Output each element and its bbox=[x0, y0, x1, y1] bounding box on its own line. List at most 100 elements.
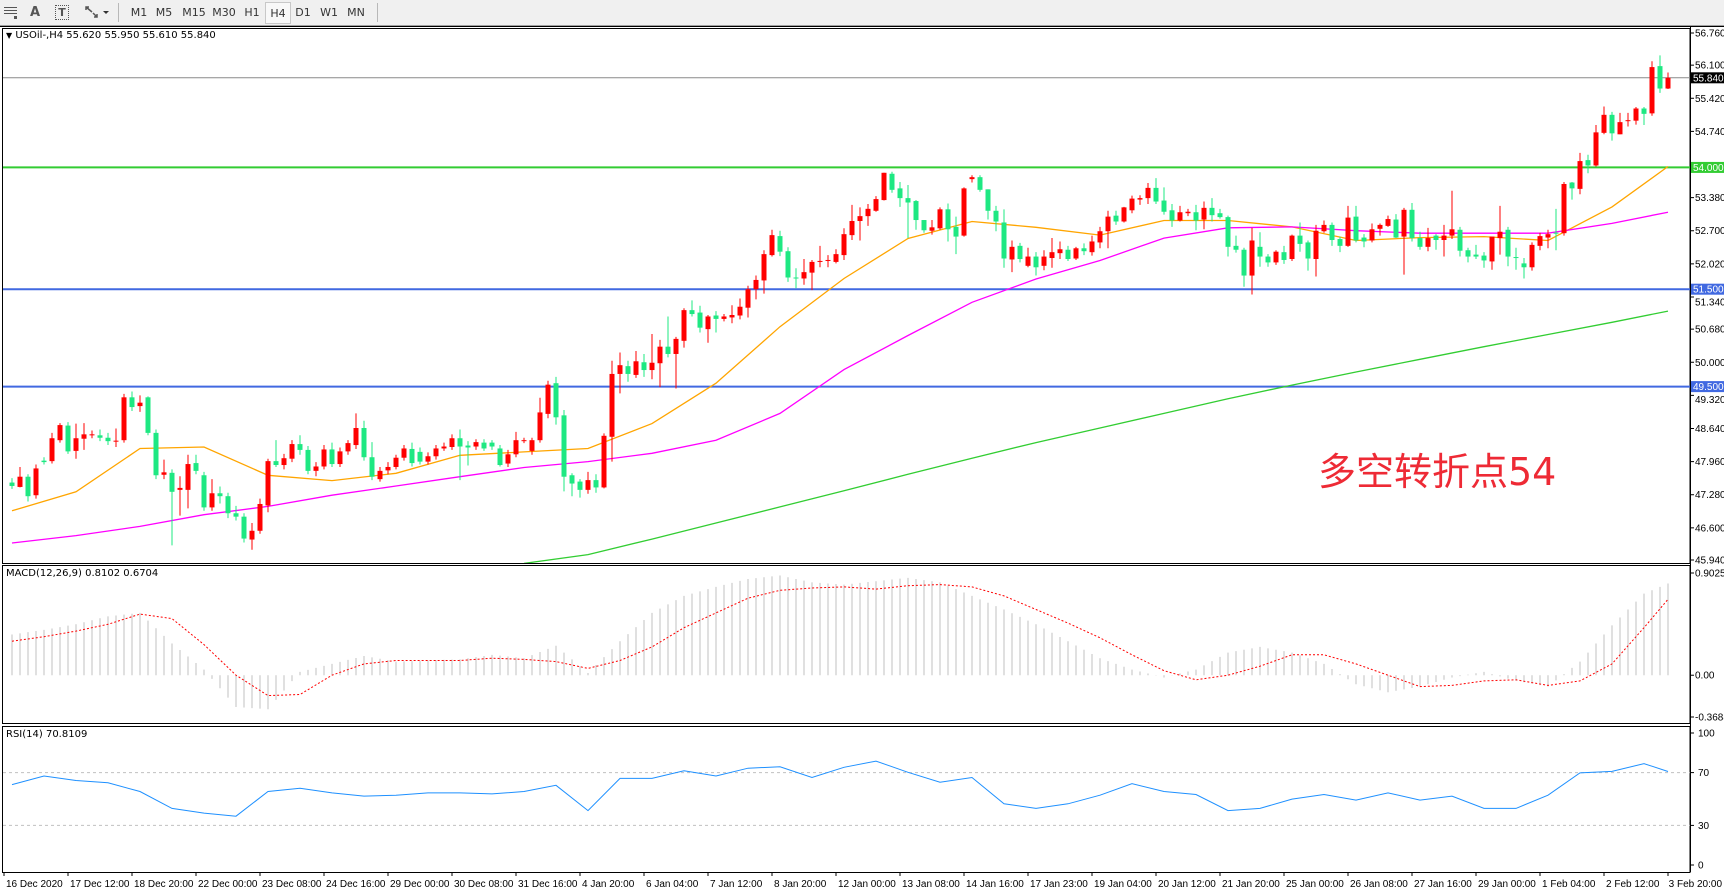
time-axis-label: 14 Jan 16:00 bbox=[966, 879, 1024, 890]
candle-body bbox=[713, 315, 719, 319]
candle bbox=[921, 220, 927, 233]
candle-body bbox=[521, 440, 527, 442]
time-axis-label: 17 Dec 12:00 bbox=[70, 879, 130, 890]
candle-body bbox=[1033, 256, 1039, 268]
text-label-icon[interactable]: T bbox=[53, 2, 71, 22]
candle-body bbox=[57, 425, 63, 441]
rsi-panel bbox=[3, 760, 1690, 826]
candle-body bbox=[1561, 183, 1567, 234]
candle bbox=[153, 429, 159, 480]
candle bbox=[641, 353, 647, 377]
timeframe-button-m30[interactable]: M30 bbox=[212, 5, 236, 19]
candle-body bbox=[1449, 229, 1455, 236]
candle bbox=[729, 305, 735, 324]
candle-body bbox=[513, 440, 519, 455]
arrows-icon[interactable] bbox=[82, 2, 112, 22]
candle-body bbox=[129, 397, 135, 408]
candle-body bbox=[897, 188, 903, 199]
candle bbox=[441, 442, 447, 451]
price-axis-label: 46.600 bbox=[1695, 523, 1724, 534]
candle bbox=[689, 300, 695, 317]
candle-body bbox=[393, 457, 399, 467]
candle-body bbox=[1585, 160, 1591, 166]
candle-body bbox=[1265, 256, 1271, 263]
candle-body bbox=[233, 513, 239, 517]
candle-body bbox=[889, 173, 895, 190]
timeframe-button-w1[interactable]: W1 bbox=[320, 5, 338, 19]
timeframe-button-m15[interactable]: M15 bbox=[182, 5, 206, 19]
timeframe-button-m1[interactable]: M1 bbox=[130, 5, 148, 19]
candle-body bbox=[777, 236, 783, 252]
candle bbox=[1497, 205, 1503, 255]
timeframe-button-h4[interactable]: H4 bbox=[265, 2, 291, 24]
candle bbox=[1217, 208, 1223, 219]
candle bbox=[241, 513, 247, 543]
candle bbox=[1289, 234, 1295, 261]
candle bbox=[1537, 232, 1543, 251]
candle bbox=[137, 395, 143, 412]
candle bbox=[225, 492, 231, 519]
candle bbox=[793, 268, 799, 289]
candle bbox=[529, 437, 535, 455]
candle-body bbox=[1057, 249, 1063, 254]
candle bbox=[1385, 215, 1391, 227]
macd-panel-border bbox=[2, 565, 1691, 724]
candle-body bbox=[633, 361, 639, 375]
candle bbox=[1177, 205, 1183, 222]
price-axis-label: 56.760 bbox=[1695, 29, 1724, 40]
timeframe-button-h1[interactable]: H1 bbox=[244, 5, 260, 19]
candle bbox=[1169, 203, 1175, 227]
candle bbox=[361, 420, 367, 461]
candle-body bbox=[1377, 224, 1383, 229]
candle-body bbox=[945, 209, 951, 230]
timeframe-button-d1[interactable]: D1 bbox=[295, 5, 311, 19]
price-axis-label: 53.380 bbox=[1695, 193, 1724, 204]
candle-body bbox=[529, 440, 535, 451]
candle bbox=[1201, 201, 1207, 230]
candle-body bbox=[1577, 161, 1583, 189]
candle-body bbox=[1297, 235, 1303, 244]
candle-body bbox=[1625, 120, 1631, 122]
candle bbox=[705, 315, 711, 343]
candle bbox=[1241, 247, 1247, 287]
candle bbox=[417, 447, 423, 465]
candle bbox=[1249, 227, 1255, 295]
candle bbox=[585, 471, 591, 494]
candle bbox=[113, 428, 119, 448]
candle bbox=[1513, 247, 1519, 270]
candle-body bbox=[73, 438, 79, 451]
timeframe-button-mn[interactable]: MN bbox=[347, 5, 365, 19]
text-icon[interactable]: A bbox=[29, 4, 41, 20]
candle-body bbox=[313, 466, 319, 471]
candle-body bbox=[1425, 238, 1431, 247]
period-separator-icon[interactable] bbox=[2, 2, 20, 22]
ma-mid-line bbox=[11, 211, 1669, 544]
candle bbox=[1305, 240, 1311, 271]
candle bbox=[1065, 245, 1071, 261]
candle bbox=[329, 442, 335, 467]
collapse-triangle-icon[interactable]: ▼ bbox=[6, 31, 13, 40]
candle bbox=[1409, 202, 1415, 242]
level-label-51.500: 51.500 bbox=[1693, 285, 1724, 296]
time-axis-label: 2 Feb 12:00 bbox=[1606, 879, 1660, 890]
candle-body bbox=[441, 446, 447, 449]
candle-body bbox=[825, 259, 831, 261]
time-axis-label: 24 Dec 16:00 bbox=[326, 879, 386, 890]
candle-body bbox=[649, 362, 655, 371]
candle-body bbox=[1177, 212, 1183, 221]
candle bbox=[1433, 234, 1439, 250]
time-axis-label: 13 Jan 08:00 bbox=[902, 879, 960, 890]
candle bbox=[545, 380, 551, 419]
candle-body bbox=[705, 316, 711, 330]
candle bbox=[553, 376, 559, 425]
timeframe-button-m5[interactable]: M5 bbox=[155, 5, 173, 19]
ma-slow-line bbox=[523, 310, 1669, 563]
candle-body bbox=[1345, 217, 1351, 246]
time-axis-label: 29 Jan 00:00 bbox=[1478, 879, 1536, 890]
candle-body bbox=[1097, 231, 1103, 243]
time-axis-label: 19 Jan 04:00 bbox=[1094, 879, 1152, 890]
candle bbox=[33, 464, 39, 499]
candle-body bbox=[161, 472, 167, 475]
candle-body bbox=[921, 220, 927, 231]
